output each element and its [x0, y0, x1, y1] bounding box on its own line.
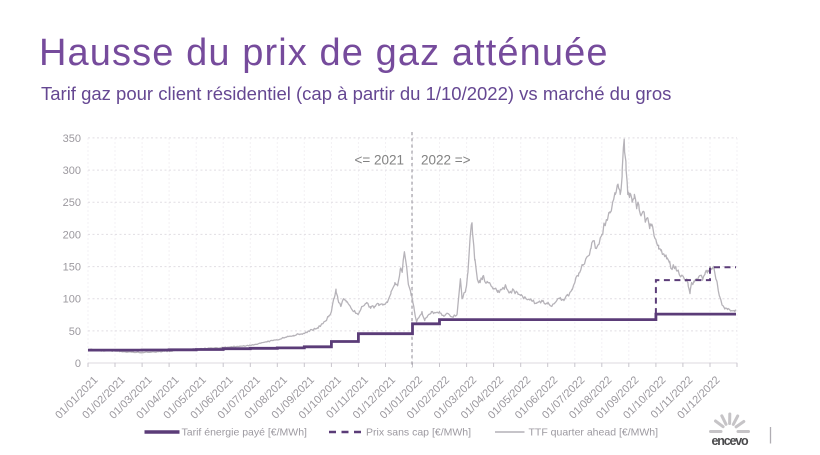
- svg-text:250: 250: [63, 197, 81, 209]
- svg-text:300: 300: [63, 165, 81, 177]
- svg-text:200: 200: [63, 229, 81, 241]
- svg-text:<= 2021: <= 2021: [354, 153, 404, 168]
- svg-text:0: 0: [75, 358, 81, 370]
- svg-text:Prix sans cap [€/MWh]: Prix sans cap [€/MWh]: [366, 427, 471, 439]
- svg-text:100: 100: [63, 294, 81, 306]
- svg-text:350: 350: [63, 133, 81, 145]
- svg-text:50: 50: [69, 326, 81, 338]
- svg-text:TTF quarter ahead [€/MWh]: TTF quarter ahead [€/MWh]: [529, 427, 659, 439]
- svg-text:150: 150: [63, 262, 81, 274]
- svg-text:encevo: encevo: [712, 434, 749, 448]
- svg-text:Tarif énergie payé [€/MWh]: Tarif énergie payé [€/MWh]: [182, 427, 308, 439]
- svg-text:2022 =>: 2022 =>: [421, 153, 471, 168]
